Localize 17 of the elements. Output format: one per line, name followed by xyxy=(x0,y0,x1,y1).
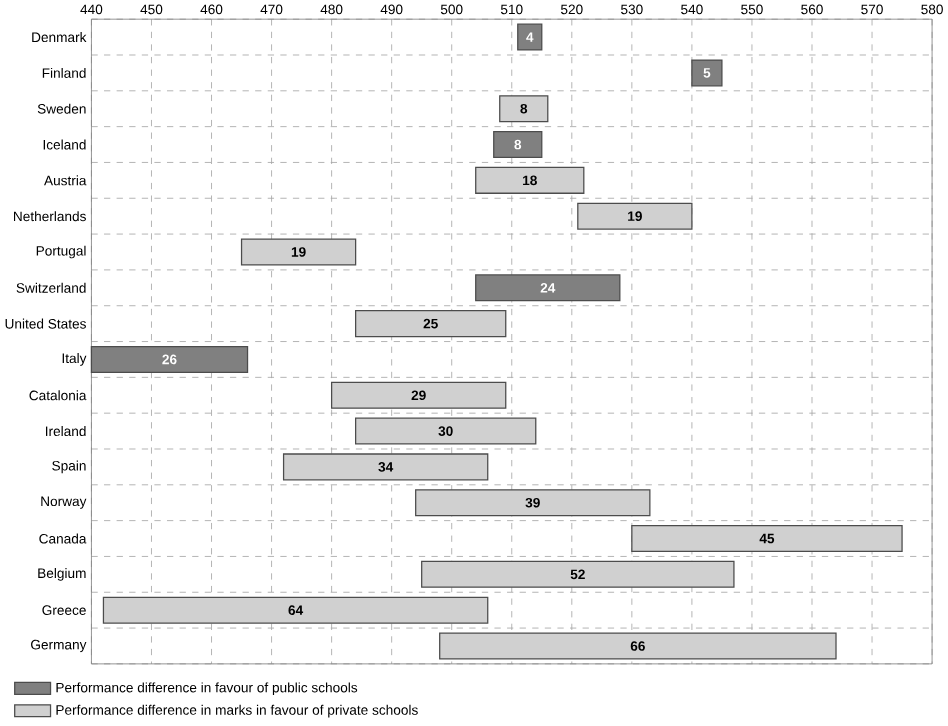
bar xyxy=(475,274,621,302)
bar xyxy=(421,561,735,589)
bar xyxy=(577,203,693,231)
bar xyxy=(102,597,489,625)
bar xyxy=(355,310,507,338)
bar xyxy=(493,131,543,159)
bar xyxy=(330,382,507,410)
bar xyxy=(415,489,651,517)
bar xyxy=(439,632,837,660)
bar xyxy=(691,59,723,87)
bar xyxy=(282,453,489,481)
bar xyxy=(355,417,537,446)
bar xyxy=(517,24,543,52)
bar xyxy=(240,238,357,266)
bar xyxy=(631,525,903,553)
bar xyxy=(499,95,549,123)
bar xyxy=(475,167,585,195)
